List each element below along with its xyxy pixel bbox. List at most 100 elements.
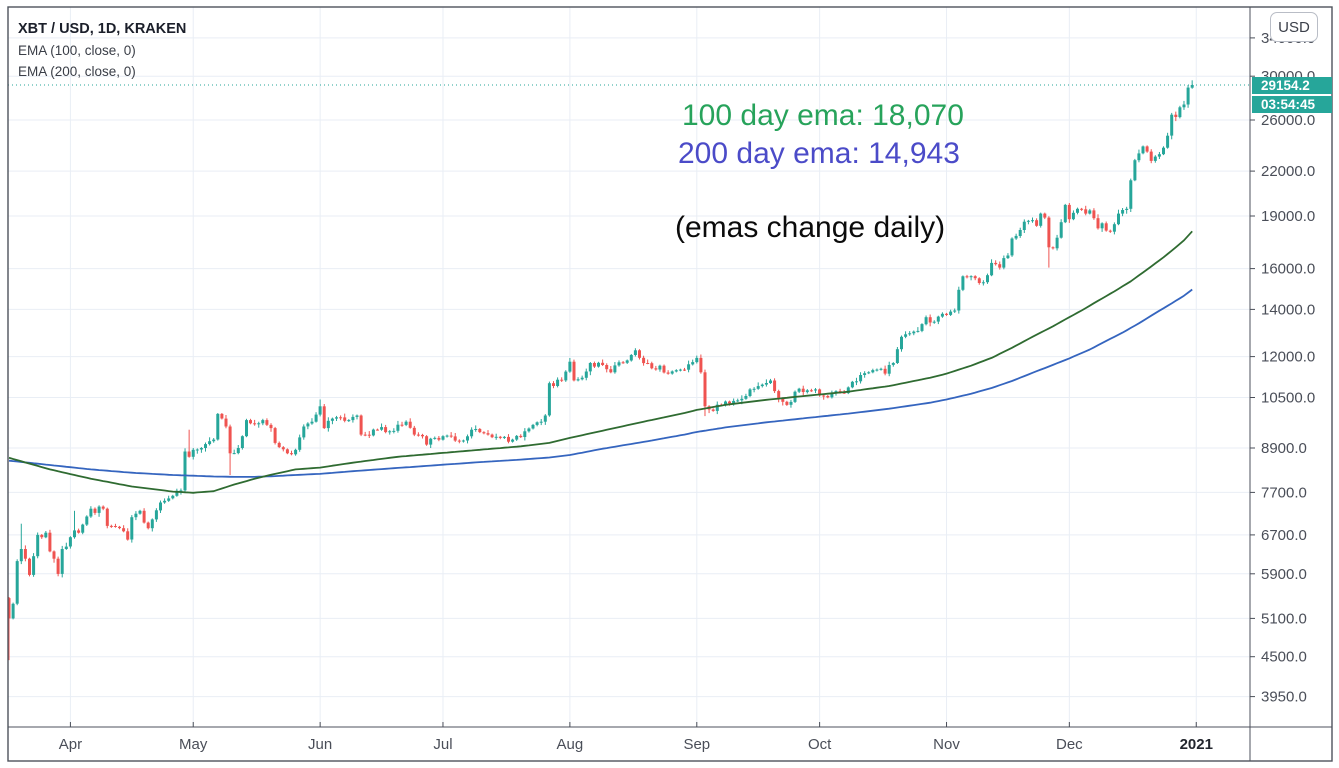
candle-body <box>429 438 433 445</box>
candle-body <box>351 416 355 421</box>
candle-body <box>1067 204 1071 220</box>
candle-body <box>973 276 977 279</box>
candle-body <box>470 429 474 437</box>
ema100-line <box>8 230 1193 494</box>
candle-body <box>801 388 805 392</box>
candle-body <box>347 420 351 422</box>
candle-body <box>1100 223 1104 229</box>
candle-body <box>294 449 298 455</box>
candle-body <box>64 546 68 549</box>
candle-body <box>163 500 167 503</box>
candle-body <box>376 429 379 431</box>
price-tick-label: 14000.0 <box>1261 301 1315 318</box>
candle-body <box>605 365 609 370</box>
candle-body <box>118 526 121 529</box>
candle-body <box>23 549 27 559</box>
candle-body <box>990 262 994 276</box>
candle-body <box>502 436 506 438</box>
candle-body <box>687 364 691 370</box>
candle-body <box>425 436 429 445</box>
candle-body <box>314 414 318 422</box>
time-tick-label: Sep <box>683 736 710 753</box>
candle-body <box>109 525 113 527</box>
annotation-ema100-value[interactable]: 100 day ema: 18,070 <box>682 99 964 132</box>
candle-body <box>1031 220 1034 222</box>
candle-body <box>146 522 150 529</box>
price-tick-label: 3950.0 <box>1261 689 1307 706</box>
candle-body <box>1129 180 1133 209</box>
time-axis[interactable]: Apr May Jun Jul Aug Sep Oct Nov Dec 2021 <box>59 722 1213 753</box>
candle-body <box>883 368 887 374</box>
symbol-title[interactable]: XBT / USD, 1D, KRAKEN <box>18 21 187 37</box>
price-tick-label: 26000.0 <box>1261 112 1315 129</box>
time-tick-label: Jul <box>433 736 452 753</box>
candle-body <box>183 451 187 491</box>
candle-body <box>81 524 85 533</box>
candle-body <box>830 392 834 398</box>
candle-body <box>1063 204 1067 223</box>
candle-body <box>691 362 695 365</box>
candle-body <box>363 434 367 436</box>
candle-body <box>228 426 232 454</box>
candle-body <box>625 360 629 363</box>
candle-body <box>1051 247 1055 249</box>
price-tick-label: 22000.0 <box>1261 163 1315 180</box>
candle-body <box>77 530 81 533</box>
candle-body <box>355 415 359 417</box>
candle-body <box>1002 258 1006 268</box>
candle-body <box>908 333 912 335</box>
candle-body <box>621 362 625 364</box>
currency-toggle-button[interactable]: USD <box>1270 12 1318 42</box>
candle-body <box>8 598 11 619</box>
candle-body <box>855 381 858 383</box>
candle-body <box>1141 146 1145 154</box>
candle-body <box>740 398 744 401</box>
widget-border <box>7 6 1333 762</box>
grid-lines <box>8 7 1250 727</box>
candle-body <box>343 417 347 421</box>
candle-body <box>478 429 482 433</box>
candle-body <box>695 357 699 363</box>
candle-body <box>592 363 596 367</box>
candle-body <box>240 436 244 448</box>
candle-body <box>421 434 424 437</box>
candle-body <box>208 441 212 445</box>
candle-body <box>232 453 236 455</box>
candle-body <box>1170 114 1174 136</box>
candle-body <box>736 400 740 402</box>
candle-body <box>535 422 539 425</box>
candle-body <box>1043 213 1047 218</box>
candle-body <box>261 420 265 424</box>
candle-body <box>904 334 908 337</box>
annotation-ema200-value[interactable]: 200 day ema: 14,943 <box>678 137 960 170</box>
candle-body <box>457 440 461 442</box>
price-tick-label: 8900.0 <box>1261 440 1307 457</box>
candle-body <box>466 436 469 441</box>
candle-body <box>322 406 326 429</box>
candle-body <box>367 434 371 436</box>
price-axis[interactable]: 34000.030000.026000.022000.019000.016000… <box>1250 30 1315 706</box>
candle-body <box>556 379 560 386</box>
candle-body <box>486 433 490 435</box>
candle-body <box>887 365 891 374</box>
candle-body <box>953 310 957 312</box>
legend-ema100[interactable]: EMA (100, close, 0) <box>18 43 136 58</box>
candle-body <box>1059 222 1063 238</box>
candle-body <box>658 365 662 370</box>
candle-body <box>560 379 564 381</box>
annotation-daily-note[interactable]: (emas change daily) <box>675 211 946 244</box>
legend-ema200[interactable]: EMA (200, close, 0) <box>18 64 136 79</box>
candle-body <box>306 423 310 427</box>
candle-body <box>1186 87 1190 105</box>
candle-body <box>265 420 269 425</box>
candle-body <box>527 428 531 432</box>
chart-borders <box>7 6 1333 762</box>
candle-body <box>412 427 416 435</box>
candle-body <box>977 278 981 283</box>
price-tick-label: 5100.0 <box>1261 610 1307 627</box>
candle-body <box>1006 255 1010 259</box>
candle-body <box>392 430 396 432</box>
candle-body <box>93 508 97 513</box>
candle-body <box>28 558 31 575</box>
